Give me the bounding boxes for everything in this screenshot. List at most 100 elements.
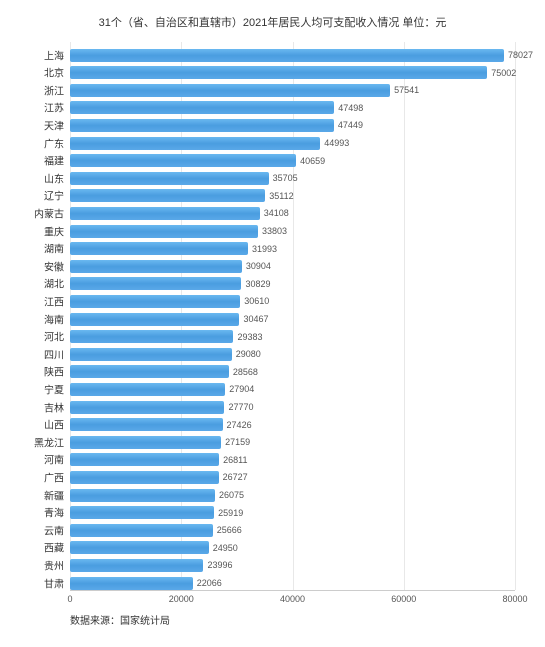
bar-value-label: 30467: [243, 314, 268, 324]
y-category-label: 甘肃: [44, 575, 64, 590]
bar: 40659: [70, 154, 296, 167]
y-category-label: 吉林: [44, 399, 64, 414]
bar: 27159: [70, 436, 221, 449]
x-tick-label: 20000: [169, 594, 194, 604]
bar-row: 25666: [70, 523, 515, 537]
x-tick-label: 40000: [280, 594, 305, 604]
x-tick-label: 80000: [502, 594, 527, 604]
y-category-label: 贵州: [44, 557, 64, 572]
bar: 33803: [70, 225, 258, 238]
bar-row: 29383: [70, 330, 515, 344]
y-category-label: 湖北: [44, 276, 64, 291]
bar-row: 57541: [70, 83, 515, 97]
bar-value-label: 25666: [217, 525, 242, 535]
x-axis: 020000400006000080000: [70, 590, 515, 610]
bar-value-label: 26811: [223, 455, 247, 465]
bar: 28568: [70, 365, 229, 378]
bar-value-label: 31993: [252, 244, 277, 254]
y-category-label: 山西: [44, 417, 64, 432]
bar-value-label: 27770: [228, 402, 253, 412]
y-category-label: 浙江: [44, 82, 64, 97]
y-category-label: 四川: [44, 346, 64, 361]
bar-value-label: 35705: [273, 173, 298, 183]
bars-container: 7802775002575414749847449449934065935705…: [70, 42, 515, 590]
bar-row: 25919: [70, 506, 515, 520]
bar: 23996: [70, 559, 203, 572]
bar: 57541: [70, 84, 390, 97]
bar: 26075: [70, 489, 215, 502]
bar: 31993: [70, 242, 248, 255]
bar-row: 30904: [70, 259, 515, 273]
bar-value-label: 27159: [225, 437, 250, 447]
bar: 78027: [70, 49, 504, 62]
bar: 35705: [70, 172, 269, 185]
bar-value-label: 22066: [197, 578, 222, 588]
bar: 29080: [70, 348, 232, 361]
y-category-label: 重庆: [44, 223, 64, 238]
bar-row: 22066: [70, 576, 515, 590]
bar-row: 31993: [70, 242, 515, 256]
bar-row: 75002: [70, 66, 515, 80]
bar-row: 30467: [70, 312, 515, 326]
y-category-label: 上海: [44, 47, 64, 62]
x-tick-label: 60000: [391, 594, 416, 604]
chart-title: 31个（省、自治区和直辖市）2021年居民人均可支配收入情况 单位：元: [20, 14, 525, 30]
bar-row: 27159: [70, 435, 515, 449]
bar-value-label: 24950: [213, 543, 238, 553]
bar-value-label: 34108: [264, 208, 289, 218]
bar: 35112: [70, 189, 265, 202]
bar-row: 78027: [70, 48, 515, 62]
y-axis-labels: 上海北京浙江江苏天津广东福建山东辽宁内蒙古重庆湖南安徽湖北江西海南河北四川陕西宁…: [20, 42, 67, 590]
y-category-label: 山东: [44, 170, 64, 185]
bar-value-label: 78027: [508, 50, 533, 60]
bar: 25666: [70, 524, 213, 537]
y-category-label: 陕西: [44, 364, 64, 379]
bar-value-label: 47498: [338, 103, 363, 113]
y-category-label: 云南: [44, 522, 64, 537]
bar-row: 35112: [70, 189, 515, 203]
bar-value-label: 27904: [229, 384, 254, 394]
bar-row: 27904: [70, 382, 515, 396]
bar-value-label: 47449: [338, 120, 363, 130]
bar: 47498: [70, 101, 334, 114]
bar: 30467: [70, 313, 239, 326]
bar: 27426: [70, 418, 223, 431]
plot-area: 7802775002575414749847449449934065935705…: [70, 42, 515, 590]
y-category-label: 宁夏: [44, 381, 64, 396]
bar: 24950: [70, 541, 209, 554]
bar-value-label: 27426: [227, 420, 252, 430]
y-category-label: 湖南: [44, 241, 64, 256]
bar-row: 30829: [70, 277, 515, 291]
y-category-label: 新疆: [44, 487, 64, 502]
y-category-label: 安徽: [44, 258, 64, 273]
bar: 75002: [70, 66, 487, 79]
bar-row: 27426: [70, 418, 515, 432]
y-category-label: 内蒙古: [34, 205, 64, 220]
bar-row: 40659: [70, 154, 515, 168]
y-category-label: 北京: [44, 65, 64, 80]
bar-row: 24950: [70, 541, 515, 555]
bar-value-label: 23996: [207, 560, 232, 570]
bar-value-label: 75002: [491, 68, 516, 78]
bar-row: 26727: [70, 470, 515, 484]
bar: 47449: [70, 119, 334, 132]
bar-value-label: 25919: [218, 508, 243, 518]
bar-row: 28568: [70, 365, 515, 379]
y-category-label: 黑龙江: [34, 434, 64, 449]
y-category-label: 西藏: [44, 540, 64, 555]
bar-row: 47498: [70, 101, 515, 115]
bar-row: 34108: [70, 206, 515, 220]
y-category-label: 江西: [44, 293, 64, 308]
bar-row: 47449: [70, 118, 515, 132]
y-category-label: 海南: [44, 311, 64, 326]
bar: 22066: [70, 577, 193, 590]
bar: 29383: [70, 330, 233, 343]
y-category-label: 辽宁: [44, 188, 64, 203]
bar: 26727: [70, 471, 219, 484]
bar: 26811: [70, 453, 219, 466]
bar: 27770: [70, 401, 224, 414]
y-category-label: 福建: [44, 153, 64, 168]
y-category-label: 江苏: [44, 100, 64, 115]
bar-value-label: 29383: [237, 332, 262, 342]
bar-value-label: 26075: [219, 490, 244, 500]
